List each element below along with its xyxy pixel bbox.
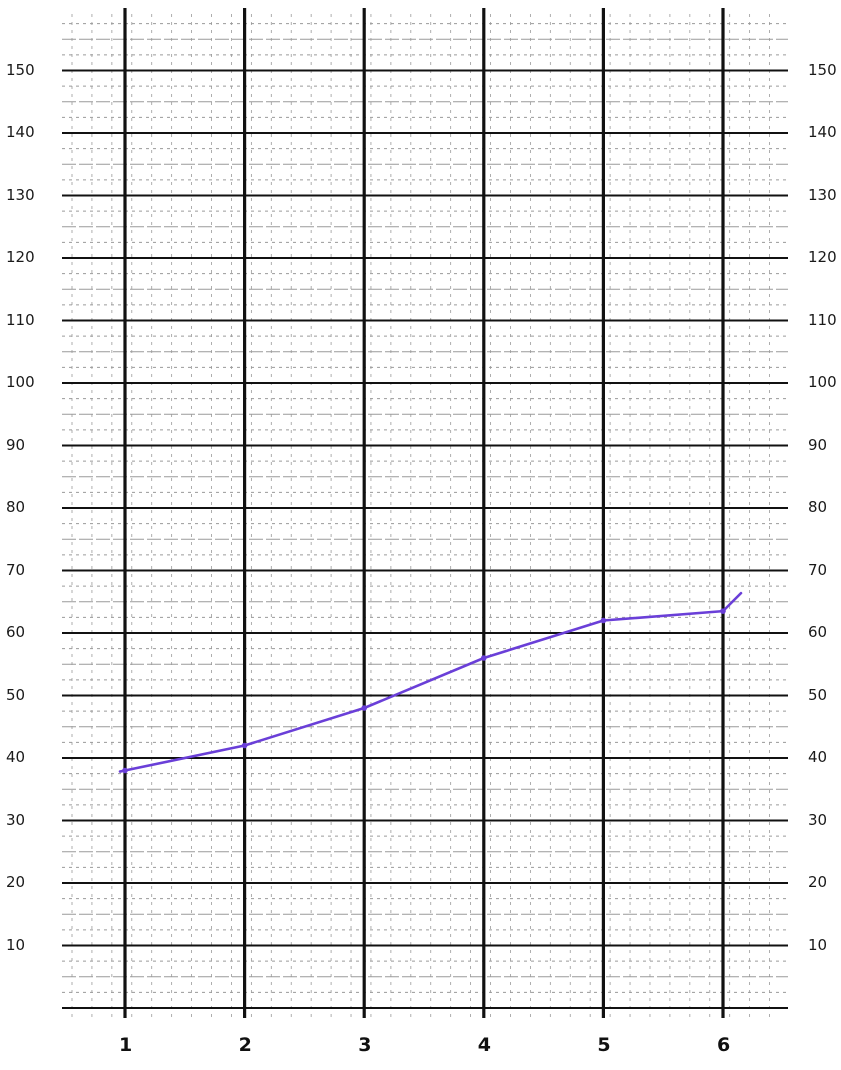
y-tick-label-right-120: 120: [808, 248, 837, 266]
y-tick-label-left-90: 90: [6, 435, 26, 454]
y-tick-label-right-10: 10: [808, 935, 828, 954]
y-tick-label-left-40: 40: [6, 748, 26, 766]
y-tick-label-right-20: 20: [808, 873, 828, 891]
y-tick-label-right-50: 50: [808, 685, 828, 704]
y-tick-label-right-70: 70: [808, 560, 828, 579]
y-tick-label-right-40: 40: [808, 748, 828, 766]
x-tick-label-6: 6: [717, 1034, 731, 1056]
minor-horizontal-gridlines: [62, 23, 788, 993]
y-tick-label-left-30: 30: [6, 810, 26, 829]
y-tick-label-left-50: 50: [6, 685, 26, 704]
y-tick-label-left-130: 130: [6, 185, 35, 204]
major-horizontal-gridlines: [62, 69, 788, 1009]
data-point-2: [241, 742, 248, 749]
y-tick-label-right-30: 30: [808, 810, 828, 829]
x-tick-label-2: 2: [238, 1034, 252, 1056]
series-layer: [118, 591, 743, 774]
y-tick-label-right-60: 60: [808, 623, 828, 641]
y-tick-label-right-90: 90: [808, 435, 828, 454]
y-tick-label-left-100: 100: [6, 373, 35, 391]
data-point-5: [600, 617, 607, 624]
y-tick-label-left-10: 10: [6, 935, 26, 954]
y-tick-label-left-20: 20: [6, 873, 26, 891]
y-tick-label-left-140: 140: [6, 123, 35, 141]
x-tick-label-5: 5: [597, 1034, 611, 1056]
data-point-4: [481, 655, 487, 661]
y-tick-label-left-150: 150: [6, 60, 35, 79]
y-tick-label-left-60: 60: [6, 623, 26, 641]
y-tick-label-right-110: 110: [808, 310, 837, 329]
y-tick-label-left-70: 70: [6, 560, 26, 579]
x-tick-label-3: 3: [358, 1034, 372, 1056]
data-point-6: [720, 608, 726, 614]
y-tick-label-right-130: 130: [808, 185, 837, 204]
y-tick-label-left-110: 110: [6, 310, 35, 329]
data-point-1: [122, 767, 128, 774]
series-line: [118, 591, 743, 773]
y-tick-label-right-150: 150: [808, 60, 837, 79]
y-tick-label-left-120: 120: [6, 248, 35, 266]
y-tick-label-right-140: 140: [808, 123, 837, 141]
x-tick-label-1: 1: [119, 1034, 133, 1056]
y-tick-label-left-80: 80: [6, 498, 26, 516]
y-tick-label-right-100: 100: [808, 373, 837, 391]
major-vertical-gridlines: [123, 8, 725, 1018]
data-point-3: [361, 705, 368, 711]
x-tick-label-4: 4: [477, 1034, 492, 1056]
y-tick-label-right-80: 80: [808, 498, 828, 516]
